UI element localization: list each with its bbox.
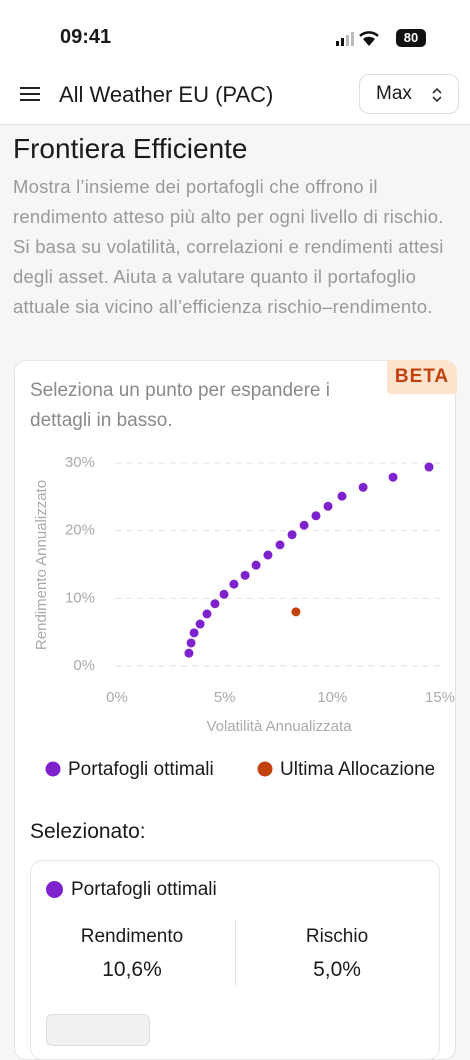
legend-label: Portafogli ottimali [68,759,214,780]
data-point[interactable] [358,482,368,492]
data-point[interactable] [311,511,321,521]
selected-heading: Selezionato: [30,820,146,843]
x-axis-title: Volatilità Annualizzata [206,718,352,735]
x-tick-label: 10% [317,689,347,706]
menu-button[interactable] [20,84,40,104]
section-description: Mostra l’insieme dei portafogli che offr… [13,176,444,317]
y-tick-label: 20% [65,522,95,539]
data-point[interactable] [202,609,212,619]
metric-label: Rendimento [80,926,184,947]
selected-dot [46,881,63,898]
allocation-bar [46,1014,150,1046]
legend-label: Ultima Allocazione [280,759,435,780]
beta-badge: BETA [387,360,457,394]
data-point[interactable] [195,619,205,629]
signal-wifi [336,31,379,46]
data-point[interactable] [263,550,273,560]
y-tick-label: 0% [73,657,95,674]
data-point[interactable] [291,607,301,617]
x-tick-label: 0% [106,689,128,706]
y-tick-label: 10% [65,589,95,606]
metric-label: Rischio [305,926,369,947]
data-point[interactable] [184,648,194,658]
data-point[interactable] [189,628,199,638]
data-point[interactable] [287,530,297,540]
metric: Rendimento 10,6% [32,926,232,982]
legend-marker [45,761,61,777]
data-point[interactable] [388,472,398,482]
data-point[interactable] [240,570,250,580]
legend-marker [257,761,273,777]
data-point[interactable] [251,560,261,570]
data-point[interactable] [219,589,229,599]
x-tick-label: 5% [214,689,236,706]
selected-series: Portafogli ottimali [71,879,217,900]
data-point[interactable] [186,638,196,648]
metric: Rischio 5,0% [237,926,437,982]
chart-hint: Seleziona un punto per espandere i detta… [30,380,331,431]
y-tick-label: 30% [65,454,95,471]
battery: 80 [396,29,426,47]
data-point[interactable] [337,491,347,501]
data-point[interactable] [229,579,239,589]
data-point[interactable] [210,599,220,609]
y-axis-title: Rendimento Annualizzato [33,480,50,650]
metric-value: 10,6% [102,958,162,981]
status-bar: 09:41 80 [0,0,470,70]
data-point[interactable] [424,462,434,472]
header: All Weather EU (PAC) Max [0,70,470,125]
data-point[interactable] [323,501,333,511]
time: 09:41 [60,26,112,48]
metric-value: 5,0% [313,958,361,981]
data-point[interactable] [299,520,309,530]
divider [235,920,236,986]
header-title: All Weather EU (PAC) [59,82,274,107]
chart: Portafogli ottimali Ultima Allocazione 0%… [33,454,455,780]
section-title: Frontiera Efficiente [13,133,248,164]
data-point[interactable] [275,540,285,550]
range-value: Max [376,83,412,104]
range-select[interactable]: Max [359,74,459,114]
x-tick-label: 15% [425,689,455,706]
